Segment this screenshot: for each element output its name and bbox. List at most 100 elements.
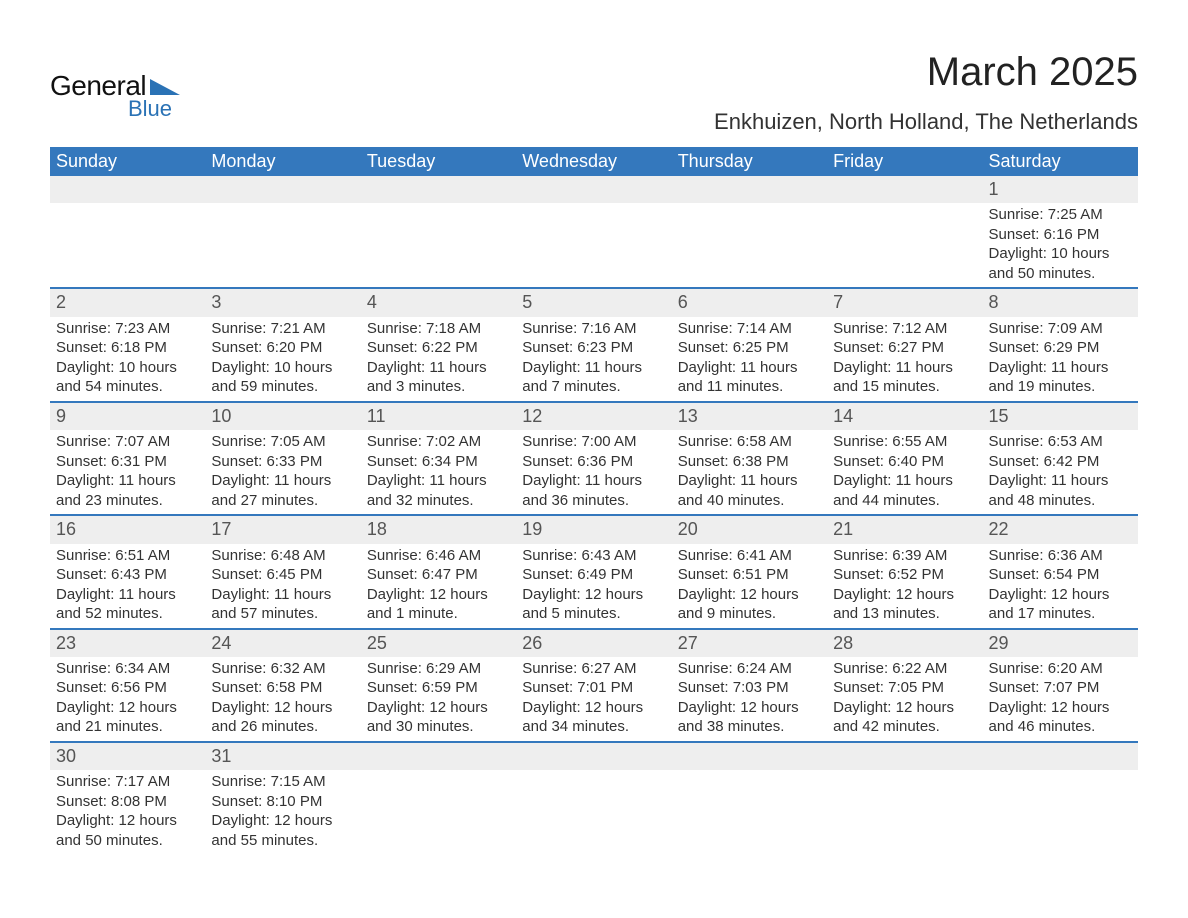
day-number-cell: 14 <box>827 402 982 430</box>
daylight-text: and 1 minute. <box>367 604 510 624</box>
sunrise-text: Sunrise: 6:24 AM <box>678 659 821 679</box>
day-number-cell: 27 <box>672 629 827 657</box>
page-header: General Blue March 2025 Enkhuizen, North… <box>50 50 1138 135</box>
day-data-cell <box>205 203 360 288</box>
daylight-text: and 9 minutes. <box>678 604 821 624</box>
daylight-text: and 7 minutes. <box>522 377 665 397</box>
day-number-row: 1 <box>50 176 1138 203</box>
day-number-cell: 10 <box>205 402 360 430</box>
day-number-cell: 26 <box>516 629 671 657</box>
day-data-cell: Sunrise: 6:41 AMSunset: 6:51 PMDaylight:… <box>672 544 827 629</box>
daylight-text: Daylight: 11 hours <box>367 471 510 491</box>
sunrise-text: Sunrise: 6:34 AM <box>56 659 199 679</box>
sunset-text: Sunset: 8:10 PM <box>211 792 354 812</box>
daylight-text: and 3 minutes. <box>367 377 510 397</box>
day-data-cell: Sunrise: 6:43 AMSunset: 6:49 PMDaylight:… <box>516 544 671 629</box>
sunset-text: Sunset: 6:20 PM <box>211 338 354 358</box>
day-number-cell: 31 <box>205 742 360 770</box>
day-header: Wednesday <box>516 147 671 176</box>
day-number-cell <box>827 742 982 770</box>
logo-text-blue: Blue <box>128 96 172 122</box>
day-data-cell: Sunrise: 7:16 AMSunset: 6:23 PMDaylight:… <box>516 317 671 402</box>
sunset-text: Sunset: 7:05 PM <box>833 678 976 698</box>
daylight-text: Daylight: 12 hours <box>989 698 1132 718</box>
sunrise-text: Sunrise: 6:22 AM <box>833 659 976 679</box>
day-data-cell <box>827 203 982 288</box>
day-header: Monday <box>205 147 360 176</box>
day-number-cell: 23 <box>50 629 205 657</box>
daylight-text: and 32 minutes. <box>367 491 510 511</box>
daylight-text: and 46 minutes. <box>989 717 1132 737</box>
daylight-text: Daylight: 11 hours <box>989 471 1132 491</box>
sunset-text: Sunset: 6:56 PM <box>56 678 199 698</box>
day-number-cell <box>50 176 205 203</box>
daylight-text: Daylight: 12 hours <box>56 811 199 831</box>
day-number-cell: 21 <box>827 515 982 543</box>
day-number-cell: 22 <box>983 515 1138 543</box>
day-data-cell <box>983 770 1138 854</box>
daylight-text: Daylight: 11 hours <box>678 358 821 378</box>
daylight-text: Daylight: 12 hours <box>678 585 821 605</box>
day-header: Friday <box>827 147 982 176</box>
day-data-cell: Sunrise: 6:32 AMSunset: 6:58 PMDaylight:… <box>205 657 360 742</box>
day-data-row: Sunrise: 7:25 AMSunset: 6:16 PMDaylight:… <box>50 203 1138 288</box>
day-number-cell <box>516 176 671 203</box>
sunrise-text: Sunrise: 7:09 AM <box>989 319 1132 339</box>
sunset-text: Sunset: 6:42 PM <box>989 452 1132 472</box>
day-number-cell: 28 <box>827 629 982 657</box>
daylight-text: and 15 minutes. <box>833 377 976 397</box>
sunset-text: Sunset: 6:54 PM <box>989 565 1132 585</box>
daylight-text: and 11 minutes. <box>678 377 821 397</box>
day-data-cell: Sunrise: 6:22 AMSunset: 7:05 PMDaylight:… <box>827 657 982 742</box>
daylight-text: and 57 minutes. <box>211 604 354 624</box>
day-data-cell: Sunrise: 7:00 AMSunset: 6:36 PMDaylight:… <box>516 430 671 515</box>
day-number-cell: 2 <box>50 288 205 316</box>
daylight-text: Daylight: 10 hours <box>56 358 199 378</box>
sunrise-text: Sunrise: 6:58 AM <box>678 432 821 452</box>
daylight-text: Daylight: 10 hours <box>989 244 1132 264</box>
sunrise-text: Sunrise: 6:20 AM <box>989 659 1132 679</box>
daylight-text: and 17 minutes. <box>989 604 1132 624</box>
sunset-text: Sunset: 7:01 PM <box>522 678 665 698</box>
sunset-text: Sunset: 6:31 PM <box>56 452 199 472</box>
day-data-cell: Sunrise: 7:14 AMSunset: 6:25 PMDaylight:… <box>672 317 827 402</box>
day-number-cell: 16 <box>50 515 205 543</box>
day-data-cell: Sunrise: 6:46 AMSunset: 6:47 PMDaylight:… <box>361 544 516 629</box>
day-data-cell: Sunrise: 7:23 AMSunset: 6:18 PMDaylight:… <box>50 317 205 402</box>
daylight-text: and 23 minutes. <box>56 491 199 511</box>
day-data-cell <box>827 770 982 854</box>
sunrise-text: Sunrise: 6:27 AM <box>522 659 665 679</box>
day-header: Saturday <box>983 147 1138 176</box>
daylight-text: and 27 minutes. <box>211 491 354 511</box>
daylight-text: and 40 minutes. <box>678 491 821 511</box>
sunset-text: Sunset: 6:45 PM <box>211 565 354 585</box>
sunrise-text: Sunrise: 6:48 AM <box>211 546 354 566</box>
daylight-text: and 52 minutes. <box>56 604 199 624</box>
calendar-table: Sunday Monday Tuesday Wednesday Thursday… <box>50 147 1138 854</box>
day-number-cell: 4 <box>361 288 516 316</box>
daylight-text: and 36 minutes. <box>522 491 665 511</box>
daylight-text: and 50 minutes. <box>56 831 199 851</box>
daylight-text: Daylight: 11 hours <box>56 585 199 605</box>
daylight-text: Daylight: 12 hours <box>833 698 976 718</box>
sunset-text: Sunset: 6:18 PM <box>56 338 199 358</box>
day-number-cell <box>983 742 1138 770</box>
sunset-text: Sunset: 6:59 PM <box>367 678 510 698</box>
day-number-cell: 24 <box>205 629 360 657</box>
day-number-cell: 11 <box>361 402 516 430</box>
daylight-text: Daylight: 12 hours <box>367 698 510 718</box>
daylight-text: Daylight: 11 hours <box>522 471 665 491</box>
sunrise-text: Sunrise: 7:21 AM <box>211 319 354 339</box>
day-data-cell: Sunrise: 7:07 AMSunset: 6:31 PMDaylight:… <box>50 430 205 515</box>
day-number-cell: 7 <box>827 288 982 316</box>
daylight-text: and 5 minutes. <box>522 604 665 624</box>
daylight-text: Daylight: 12 hours <box>211 811 354 831</box>
day-data-row: Sunrise: 6:51 AMSunset: 6:43 PMDaylight:… <box>50 544 1138 629</box>
daylight-text: and 59 minutes. <box>211 377 354 397</box>
day-number-cell: 20 <box>672 515 827 543</box>
sunrise-text: Sunrise: 7:02 AM <box>367 432 510 452</box>
day-number-row: 3031 <box>50 742 1138 770</box>
day-number-cell: 3 <box>205 288 360 316</box>
day-number-cell <box>827 176 982 203</box>
day-data-row: Sunrise: 7:17 AMSunset: 8:08 PMDaylight:… <box>50 770 1138 854</box>
